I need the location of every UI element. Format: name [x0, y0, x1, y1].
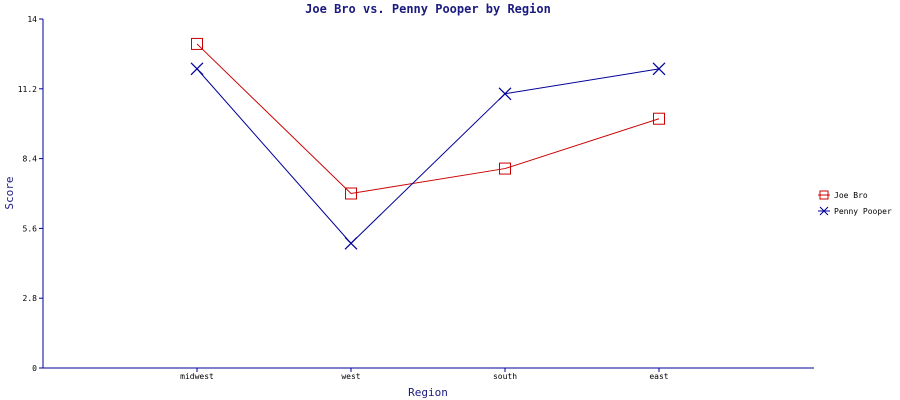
chart-title: Joe Bro vs. Penny Pooper by Region	[305, 2, 551, 16]
data-point-x	[190, 62, 204, 76]
y-tick-label: 2.8	[23, 294, 38, 303]
x-tick-label: east	[649, 372, 668, 381]
data-point-square	[499, 162, 511, 175]
legend-square-marker	[819, 190, 829, 200]
y-tick-label: 0	[32, 364, 37, 373]
series-1	[190, 62, 666, 250]
x-tick-label: midwest	[180, 372, 214, 381]
y-ticks: 0 2.8 5.6 8.4 11.2 14	[18, 15, 43, 373]
x-ticks: midwest west south east	[180, 368, 669, 381]
legend-label: Joe Bro	[834, 191, 868, 200]
series-layer	[190, 37, 666, 250]
x-axis-label: Region	[408, 386, 448, 399]
data-point-x	[652, 62, 666, 76]
y-tick-label: 11.2	[18, 85, 37, 94]
x-tick-label: south	[493, 372, 517, 381]
legend: Joe Bro Penny Pooper	[818, 190, 892, 216]
x-tick-label: west	[341, 372, 360, 381]
y-axis-label: Score	[3, 176, 16, 209]
series-line	[196, 43, 660, 195]
y-tick-label: 5.6	[23, 224, 38, 233]
data-point-square	[345, 187, 357, 200]
data-point-square	[653, 112, 665, 125]
data-point-x	[498, 87, 512, 101]
legend-item: Penny Pooper	[818, 206, 892, 216]
data-point-x	[344, 236, 358, 250]
legend-label: Penny Pooper	[834, 207, 892, 216]
y-tick-label: 14	[27, 15, 37, 24]
y-tick-label: 8.4	[23, 155, 38, 164]
data-point-square	[191, 37, 203, 50]
legend-item: Joe Bro	[818, 190, 868, 200]
series-line	[196, 68, 660, 245]
series-0	[191, 37, 665, 200]
legend-x-marker	[819, 206, 829, 216]
